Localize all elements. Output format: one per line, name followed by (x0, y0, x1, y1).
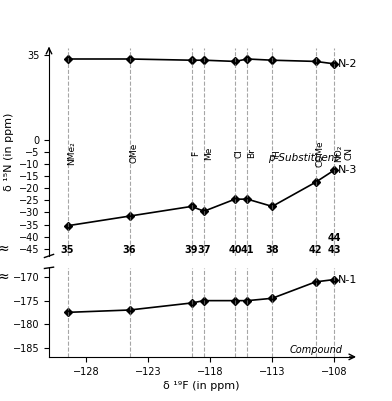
X-axis label: δ ¹⁹F (in ppm): δ ¹⁹F (in ppm) (163, 381, 239, 391)
Text: p-Substituent: p-Substituent (268, 153, 338, 163)
Text: N-2: N-2 (338, 59, 358, 69)
Text: 42: 42 (309, 245, 322, 255)
Y-axis label: δ ¹⁵N (in ppm): δ ¹⁵N (in ppm) (4, 113, 15, 191)
Text: NO₂
CN: NO₂ CN (334, 144, 354, 162)
Text: 39: 39 (185, 245, 198, 255)
Text: 35: 35 (61, 245, 74, 255)
Text: Cl: Cl (235, 149, 244, 158)
Text: 41: 41 (241, 245, 254, 255)
Text: Br: Br (247, 148, 256, 158)
Text: 44
43: 44 43 (327, 233, 341, 255)
Text: H: H (272, 150, 281, 157)
Text: F: F (192, 151, 201, 156)
Text: OMe: OMe (130, 143, 139, 164)
Text: ≈: ≈ (0, 270, 9, 284)
Text: NMe₂: NMe₂ (67, 142, 76, 165)
Text: N-3: N-3 (338, 165, 357, 175)
Text: ≈: ≈ (0, 242, 9, 256)
Text: 38: 38 (265, 245, 279, 255)
Text: Compound: Compound (289, 344, 342, 354)
Text: 40: 40 (228, 245, 242, 255)
Text: 36: 36 (123, 245, 136, 255)
Text: Me: Me (204, 146, 213, 160)
Text: COMe: COMe (316, 140, 325, 166)
Text: 37: 37 (197, 245, 211, 255)
Text: N-1: N-1 (338, 275, 357, 285)
